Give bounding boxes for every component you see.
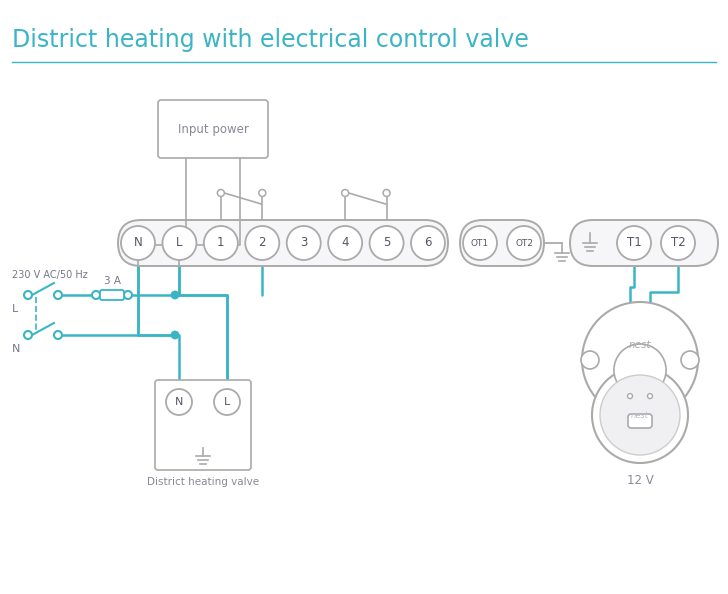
Circle shape bbox=[287, 226, 321, 260]
Circle shape bbox=[166, 389, 192, 415]
FancyBboxPatch shape bbox=[100, 290, 124, 300]
Text: District heating with electrical control valve: District heating with electrical control… bbox=[12, 28, 529, 52]
Text: 4: 4 bbox=[341, 236, 349, 249]
Text: 5: 5 bbox=[383, 236, 390, 249]
Circle shape bbox=[370, 226, 403, 260]
FancyBboxPatch shape bbox=[460, 220, 544, 266]
Circle shape bbox=[383, 189, 390, 197]
Circle shape bbox=[214, 389, 240, 415]
Text: Input power: Input power bbox=[178, 122, 248, 135]
Circle shape bbox=[172, 292, 178, 299]
Circle shape bbox=[507, 226, 541, 260]
Circle shape bbox=[647, 394, 652, 399]
Circle shape bbox=[614, 344, 666, 396]
Circle shape bbox=[162, 226, 197, 260]
Circle shape bbox=[681, 351, 699, 369]
Text: T2: T2 bbox=[670, 236, 685, 249]
Text: OT2: OT2 bbox=[515, 239, 533, 248]
Circle shape bbox=[581, 351, 599, 369]
Text: L: L bbox=[176, 236, 183, 249]
FancyBboxPatch shape bbox=[118, 220, 448, 266]
Circle shape bbox=[121, 226, 155, 260]
Text: District heating valve: District heating valve bbox=[147, 477, 259, 487]
Text: 12 V: 12 V bbox=[627, 475, 653, 488]
Text: 230 V AC/50 Hz: 230 V AC/50 Hz bbox=[12, 270, 88, 280]
Circle shape bbox=[628, 394, 633, 399]
FancyBboxPatch shape bbox=[158, 100, 268, 158]
Circle shape bbox=[411, 226, 445, 260]
FancyBboxPatch shape bbox=[155, 380, 251, 470]
Circle shape bbox=[600, 375, 680, 455]
Circle shape bbox=[617, 226, 651, 260]
Text: N: N bbox=[175, 397, 183, 407]
Circle shape bbox=[463, 226, 497, 260]
Circle shape bbox=[661, 226, 695, 260]
Text: 1: 1 bbox=[217, 236, 225, 249]
Circle shape bbox=[341, 189, 349, 197]
Text: 2: 2 bbox=[258, 236, 266, 249]
Text: N: N bbox=[134, 236, 143, 249]
Circle shape bbox=[24, 331, 32, 339]
Circle shape bbox=[328, 226, 362, 260]
Text: 6: 6 bbox=[424, 236, 432, 249]
Circle shape bbox=[245, 226, 280, 260]
Text: 3: 3 bbox=[300, 236, 307, 249]
FancyBboxPatch shape bbox=[628, 414, 652, 428]
Circle shape bbox=[24, 291, 32, 299]
Circle shape bbox=[218, 189, 224, 197]
Text: T1: T1 bbox=[627, 236, 641, 249]
Text: OT1: OT1 bbox=[471, 239, 489, 248]
Circle shape bbox=[124, 291, 132, 299]
Circle shape bbox=[592, 367, 688, 463]
Text: 3 A: 3 A bbox=[103, 276, 121, 286]
Circle shape bbox=[54, 291, 62, 299]
Circle shape bbox=[204, 226, 238, 260]
Text: N: N bbox=[12, 344, 20, 354]
Circle shape bbox=[582, 302, 698, 418]
Circle shape bbox=[172, 331, 178, 339]
Circle shape bbox=[92, 291, 100, 299]
FancyBboxPatch shape bbox=[570, 220, 718, 266]
Text: nest: nest bbox=[629, 340, 652, 350]
Text: nest: nest bbox=[631, 410, 649, 419]
Circle shape bbox=[54, 331, 62, 339]
Circle shape bbox=[258, 189, 266, 197]
Text: L: L bbox=[12, 304, 18, 314]
Text: L: L bbox=[224, 397, 230, 407]
